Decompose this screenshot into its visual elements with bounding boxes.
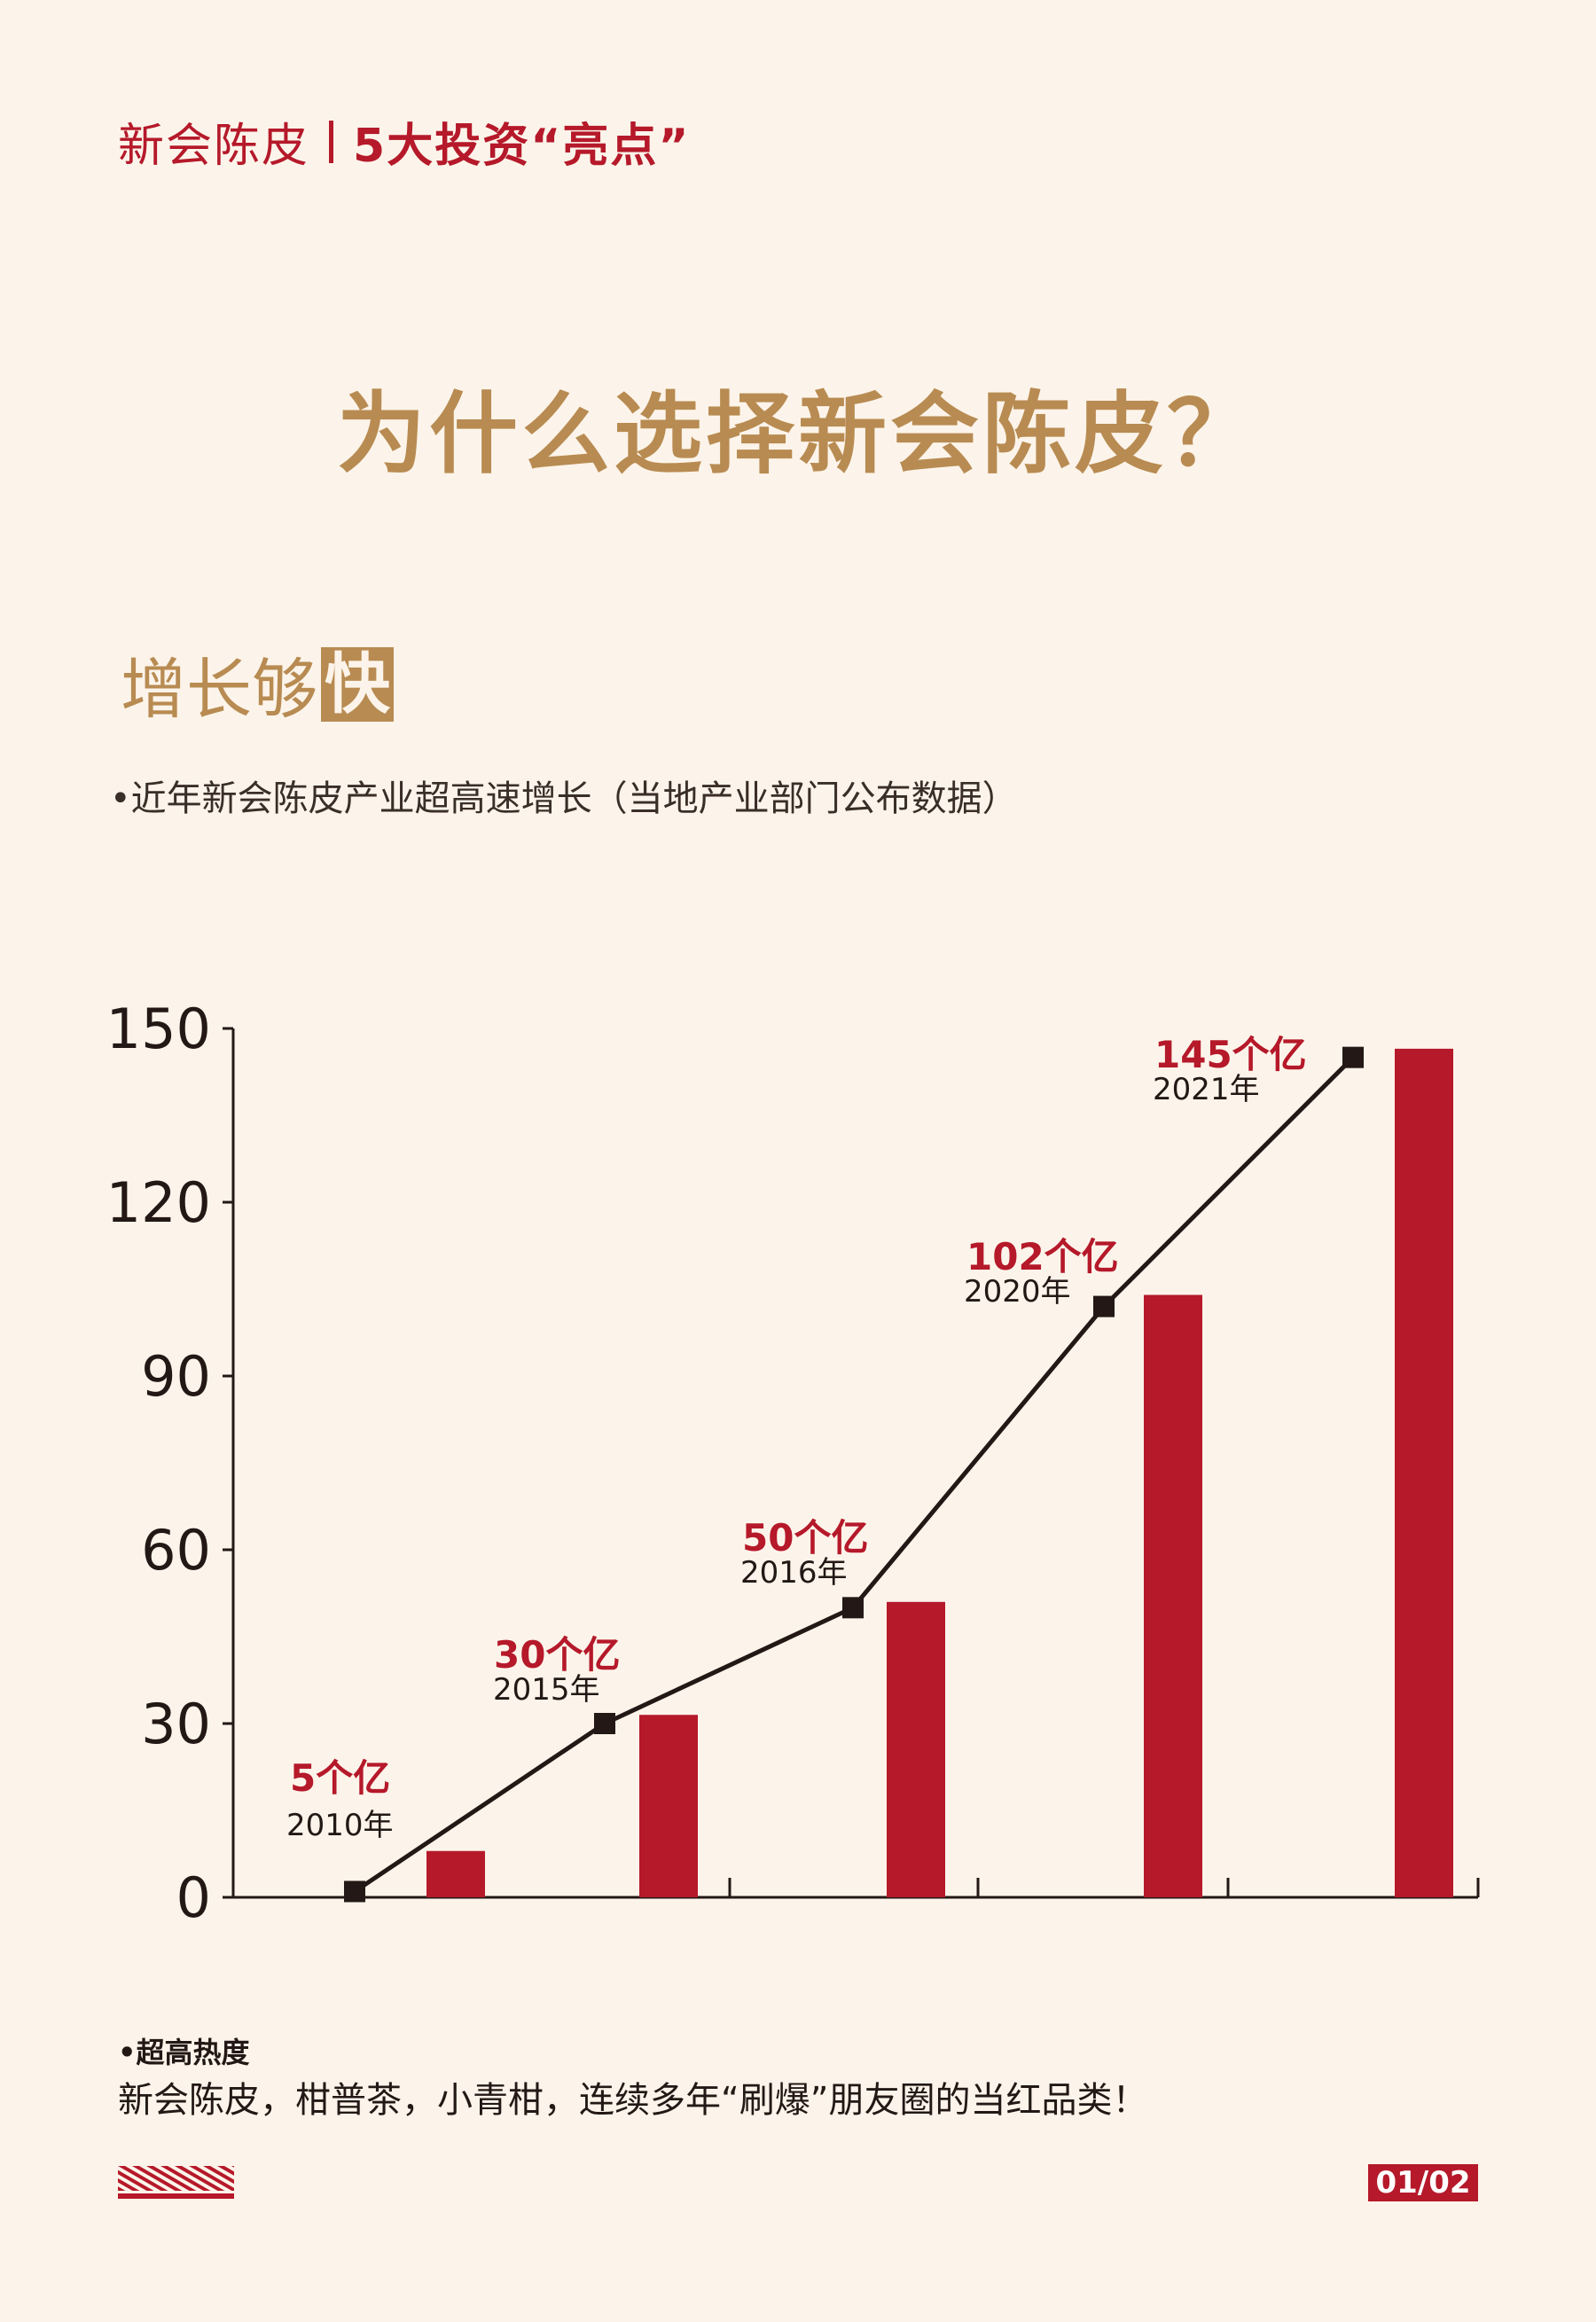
value-label: 5个亿 <box>290 1756 390 1800</box>
trend-line <box>344 1046 1364 1903</box>
year-label: 2016年 <box>740 1555 848 1591</box>
bars <box>426 1048 1453 1897</box>
y-tick-label: 150 <box>106 997 211 1061</box>
line-point <box>594 1713 615 1734</box>
y-axis: 0 30 60 90 120 150 <box>106 997 235 1930</box>
value-label: 102个亿 <box>966 1235 1119 1278</box>
line-point <box>842 1597 864 1619</box>
line-point <box>1342 1046 1364 1068</box>
y-tick-label: 120 <box>106 1170 211 1235</box>
page-title: 为什么选择新会陈皮？ <box>337 382 1259 486</box>
value-label: 50个亿 <box>742 1516 868 1560</box>
section-title-highlight: 快 <box>321 646 394 722</box>
trend-polyline <box>353 1055 1355 1894</box>
y-tick-label: 0 <box>176 1865 211 1930</box>
bar <box>887 1601 945 1897</box>
hot-label: •超高热度 <box>118 2036 250 2069</box>
bar <box>1144 1294 1202 1897</box>
year-label: 2021年 <box>1153 1072 1260 1107</box>
y-tick-label: 90 <box>141 1344 211 1409</box>
year-label: 2010年 <box>286 1808 394 1843</box>
year-label: 2020年 <box>964 1274 1071 1310</box>
line-point <box>344 1880 365 1903</box>
y-tick-label: 30 <box>141 1692 211 1756</box>
bar <box>426 1850 485 1897</box>
header-brand: 新会陈皮 <box>118 120 310 173</box>
line-point <box>1093 1295 1115 1317</box>
bar <box>1395 1048 1453 1897</box>
section-title: 增长够 快 <box>121 637 394 731</box>
year-label: 2015年 <box>493 1672 600 1708</box>
y-tick-label: 60 <box>141 1518 211 1583</box>
header: 新会陈皮 5大投资“亮点” <box>118 108 691 175</box>
decorative-stripe <box>118 2166 234 2199</box>
header-highlight: 5大投资“亮点” <box>353 120 691 173</box>
chart-description: •近年新会陈皮产业超高速增长（当地产业部门公布数据） <box>110 778 1018 819</box>
value-label: 145个亿 <box>1154 1033 1307 1076</box>
x-axis <box>233 1878 1480 1899</box>
page-number: 01/02 <box>1368 2164 1478 2201</box>
header-separator <box>329 120 334 163</box>
hot-text: 新会陈皮，柑普茶，小青柑，连续多年“刷爆”朋友圈的当红品类！ <box>118 2080 1148 2121</box>
bar <box>639 1715 698 1897</box>
section-title-text: 增长够 <box>121 652 317 728</box>
value-label: 30个亿 <box>494 1633 620 1677</box>
